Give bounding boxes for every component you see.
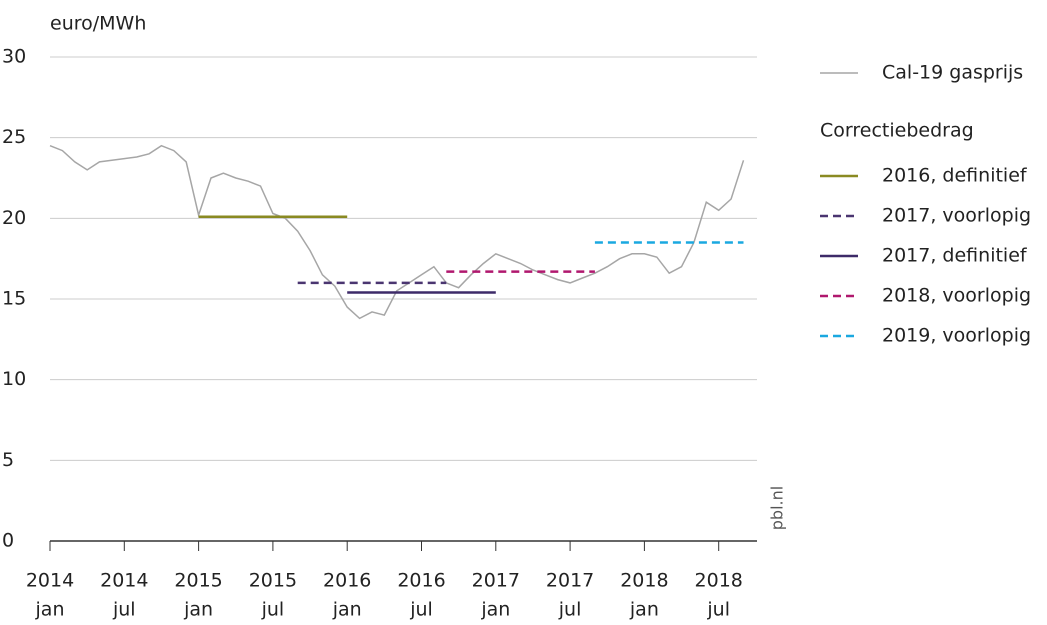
x-tick-label: 2018 bbox=[620, 570, 668, 592]
legend-label: 2017, definitief bbox=[882, 245, 1028, 267]
legend-label: 2019, voorlopig bbox=[882, 325, 1031, 347]
legend-label: 2018, voorlopig bbox=[882, 285, 1031, 307]
x-tick-label: jan bbox=[332, 599, 362, 621]
x-tick-label: jul bbox=[409, 599, 433, 621]
x-tick-label: 2016 bbox=[323, 570, 371, 592]
x-tick-label: jan bbox=[35, 599, 65, 621]
source: pbl.nl bbox=[768, 486, 787, 530]
legend-label: 2017, voorlopig bbox=[882, 205, 1031, 227]
x-tick-label: 2014 bbox=[26, 570, 74, 592]
x-tick-label: jan bbox=[183, 599, 213, 621]
legend-label: 2016, definitief bbox=[882, 165, 1028, 187]
x-tick-label: 2014 bbox=[100, 570, 148, 592]
x-tick-label: 2015 bbox=[174, 570, 222, 592]
x-tick-label: jul bbox=[558, 599, 582, 621]
y-tick-label: 20 bbox=[2, 207, 26, 229]
x-tick-label: 2016 bbox=[397, 570, 445, 592]
x-tick-label: jan bbox=[480, 599, 510, 621]
x-tick-label: 2017 bbox=[472, 570, 520, 592]
legend-label: Cal-19 gasprijs bbox=[882, 62, 1023, 84]
y-tick-label: 0 bbox=[2, 530, 14, 552]
series-line bbox=[49, 144, 745, 320]
x-tick-label: 2018 bbox=[695, 570, 743, 592]
y-tick-label: 30 bbox=[2, 46, 26, 68]
legend-heading: Correctiebedrag bbox=[820, 120, 974, 142]
x-tick-label: 2015 bbox=[249, 570, 297, 592]
y-tick-label: 10 bbox=[2, 368, 26, 390]
x-tick-label: 2017 bbox=[546, 570, 594, 592]
x-tick-label: jul bbox=[261, 599, 285, 621]
y-tick-label: 25 bbox=[2, 126, 26, 148]
x-tick-label: jul bbox=[706, 599, 730, 621]
y-axis-label: euro/MWh bbox=[50, 13, 146, 35]
y-tick-label: 15 bbox=[2, 288, 26, 310]
x-tick-label: jul bbox=[112, 599, 136, 621]
x-tick-label: jan bbox=[629, 599, 659, 621]
y-tick-label: 5 bbox=[2, 449, 14, 471]
